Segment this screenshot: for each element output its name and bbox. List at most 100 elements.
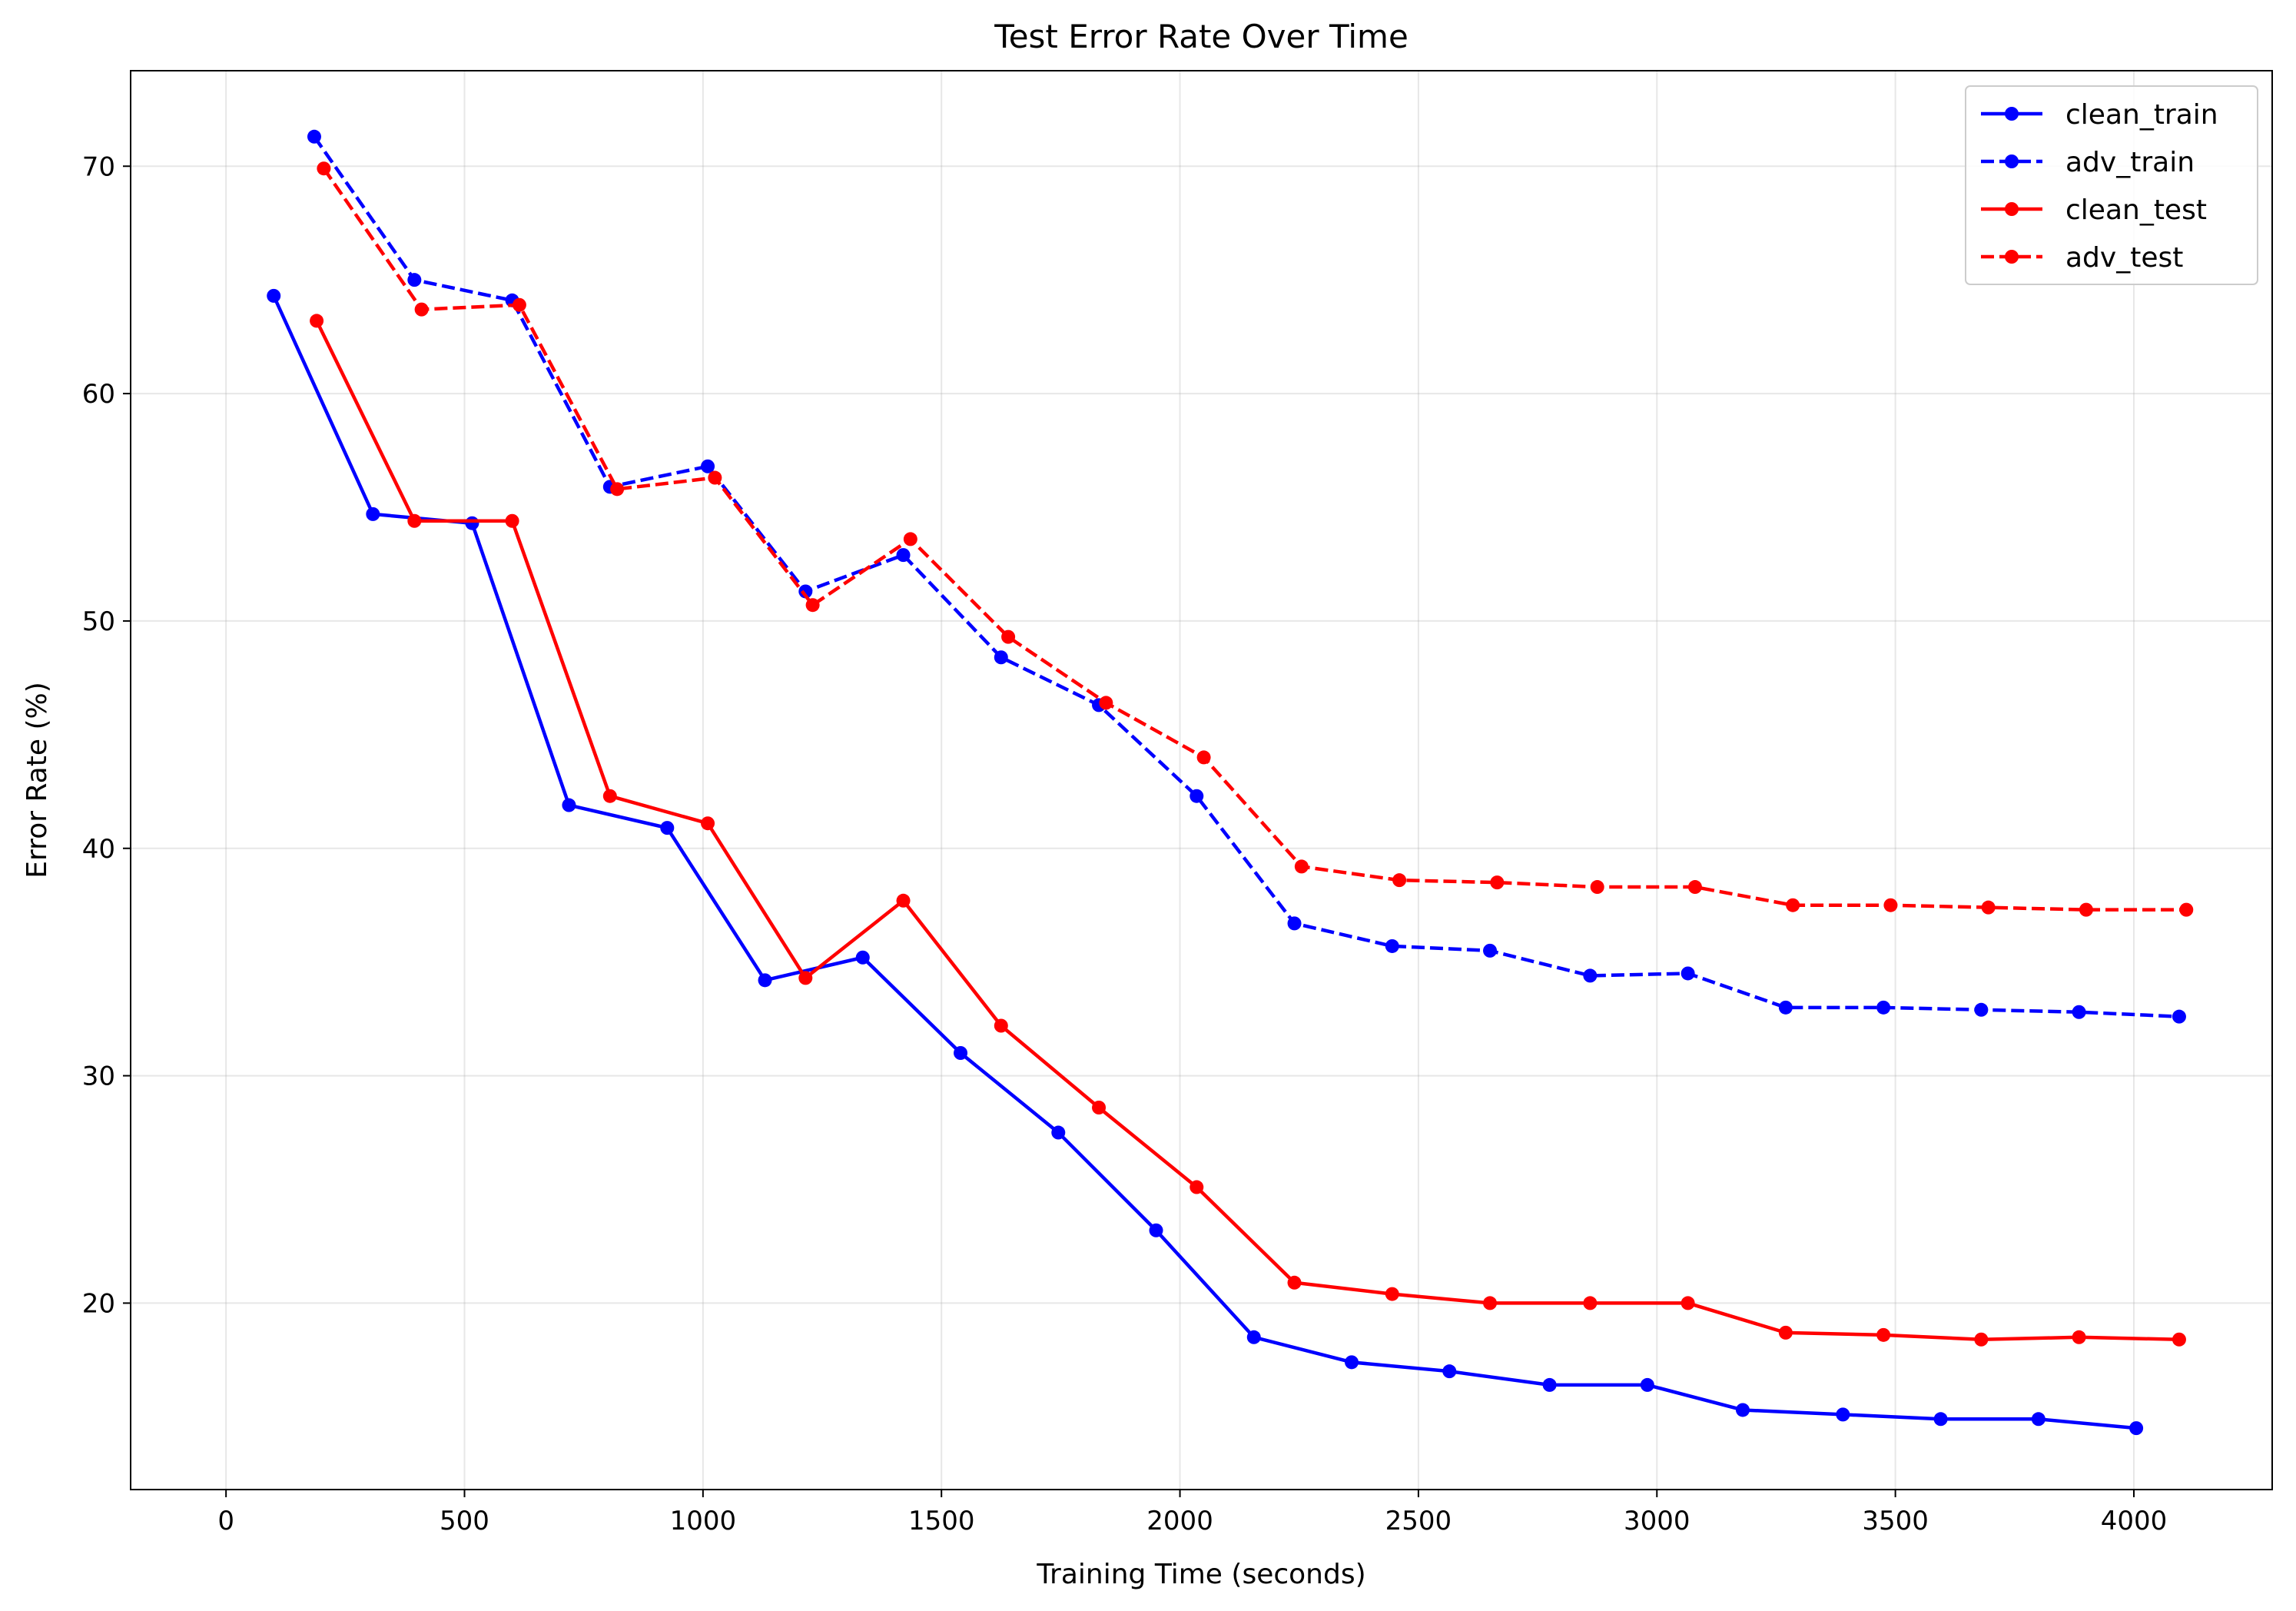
legend-label: clean_train (2065, 99, 2218, 131)
data-point-adv_test (1687, 880, 1702, 895)
data-point-adv_train (1583, 968, 1598, 983)
data-point-clean_train (1933, 1412, 1948, 1427)
series-clean_test (310, 314, 2186, 1347)
data-point-adv_test (512, 297, 526, 312)
data-point-clean_test (1876, 1327, 1891, 1342)
data-point-adv_train (1483, 943, 1498, 958)
x-tick-label: 0 (217, 1506, 234, 1536)
legend-label: adv_train (2065, 147, 2195, 178)
data-point-adv_train (2072, 1005, 2086, 1019)
y-axis-label: Error Rate (%) (22, 682, 53, 878)
y-tick-label: 50 (82, 606, 115, 637)
series-line-clean_train (272, 294, 2137, 1430)
legend-item: adv_test (1981, 242, 2183, 274)
legend-marker (2005, 154, 2019, 168)
data-point-adv_test (1294, 859, 1309, 874)
legend-marker (2005, 202, 2019, 216)
data-point-clean_test (1583, 1296, 1598, 1310)
data-point-adv_train (1876, 1000, 1891, 1015)
data-point-adv_test (610, 482, 625, 497)
data-point-clean_test (2072, 1330, 2086, 1344)
legend-item: clean_train (1981, 99, 2218, 131)
data-point-adv_train (798, 584, 813, 599)
data-point-clean_train (758, 973, 772, 988)
legend: clean_train adv_train clean_test adv_test (1965, 85, 2258, 285)
data-point-clean_train (1149, 1223, 1163, 1237)
y-tick-label: 40 (82, 834, 115, 865)
x-tick-label: 4000 (2101, 1506, 2168, 1536)
data-point-adv_test (1490, 875, 1505, 890)
data-point-clean_test (1483, 1296, 1498, 1310)
data-point-clean_test (994, 1018, 1008, 1033)
data-point-adv_test (1590, 880, 1604, 895)
data-point-adv_train (307, 129, 321, 144)
x-tick-label: 1500 (908, 1506, 975, 1536)
data-point-clean_train (465, 516, 479, 530)
data-point-clean_test (701, 816, 715, 831)
data-point-adv_train (1385, 938, 1399, 953)
data-point-adv_test (2179, 902, 2194, 917)
x-tick-label: 2000 (1146, 1506, 1213, 1536)
data-point-clean_test (1287, 1275, 1302, 1290)
data-point-clean_train (1640, 1377, 1654, 1392)
data-point-adv_test (708, 470, 722, 485)
series-line-adv_test (322, 167, 2187, 912)
data-point-adv_test (2079, 902, 2093, 917)
data-point-adv_train (1681, 966, 1695, 981)
legend-label: adv_test (2065, 242, 2183, 274)
series-line-clean_test (315, 320, 2180, 1341)
data-point-clean_test (1681, 1296, 1695, 1310)
y-tick-label: 60 (82, 379, 115, 410)
legend-item: clean_test (1981, 194, 2207, 226)
data-point-clean_test (1974, 1332, 1989, 1347)
data-point-clean_train (660, 821, 675, 835)
x-tick-label: 3000 (1624, 1506, 1690, 1536)
data-point-clean_train (562, 798, 576, 812)
data-point-adv_train (2172, 1009, 2186, 1024)
x-tick-label: 3500 (1862, 1506, 1929, 1536)
legend-marker (2005, 250, 2019, 264)
data-point-clean_test (896, 893, 911, 908)
data-point-clean_train (366, 507, 380, 521)
data-point-adv_train (1189, 789, 1204, 803)
data-point-adv_test (1099, 696, 1113, 710)
data-point-adv_train (896, 548, 911, 563)
x-tick-label: 2500 (1385, 1506, 1452, 1536)
data-point-adv_train (994, 650, 1008, 665)
data-point-clean_test (310, 314, 324, 328)
data-point-adv_test (1196, 750, 1211, 765)
y-tick-label: 70 (82, 151, 115, 182)
data-point-adv_train (1287, 916, 1302, 931)
data-point-adv_test (1001, 629, 1016, 644)
data-point-clean_train (2129, 1421, 2144, 1436)
series-clean_train (267, 288, 2144, 1436)
data-point-adv_test (414, 302, 429, 317)
data-point-adv_train (1974, 1002, 1989, 1017)
data-point-clean_test (1778, 1325, 1793, 1340)
data-point-adv_train (701, 459, 715, 473)
legend-marker (2005, 107, 2019, 121)
data-point-clean_test (602, 789, 617, 803)
x-axis-label: Training Time (seconds) (1036, 1559, 1365, 1590)
series-adv_test (317, 161, 2194, 917)
data-point-clean_train (1051, 1125, 1066, 1140)
data-point-adv_test (805, 598, 820, 613)
data-point-clean_train (267, 288, 281, 303)
x-tick-label: 500 (440, 1506, 489, 1536)
y-tick-label: 30 (82, 1061, 115, 1092)
data-point-clean_train (1542, 1377, 1557, 1392)
data-point-clean_test (798, 971, 813, 985)
legend-item: adv_train (1981, 147, 2195, 178)
data-point-adv_test (1883, 898, 1898, 912)
data-point-adv_train (1778, 1000, 1793, 1015)
data-point-clean_train (855, 950, 870, 965)
data-point-adv_test (317, 161, 331, 176)
data-point-adv_test (1786, 898, 1800, 912)
axis-ticks: 0 500 1000 1500 2000 2500 3000 3500 4000 20 30 40 50… (82, 151, 2168, 1536)
legend-box (1965, 85, 2258, 285)
data-point-clean_test (407, 513, 422, 528)
data-point-clean_test (1385, 1287, 1399, 1301)
y-tick-label: 20 (82, 1288, 115, 1319)
